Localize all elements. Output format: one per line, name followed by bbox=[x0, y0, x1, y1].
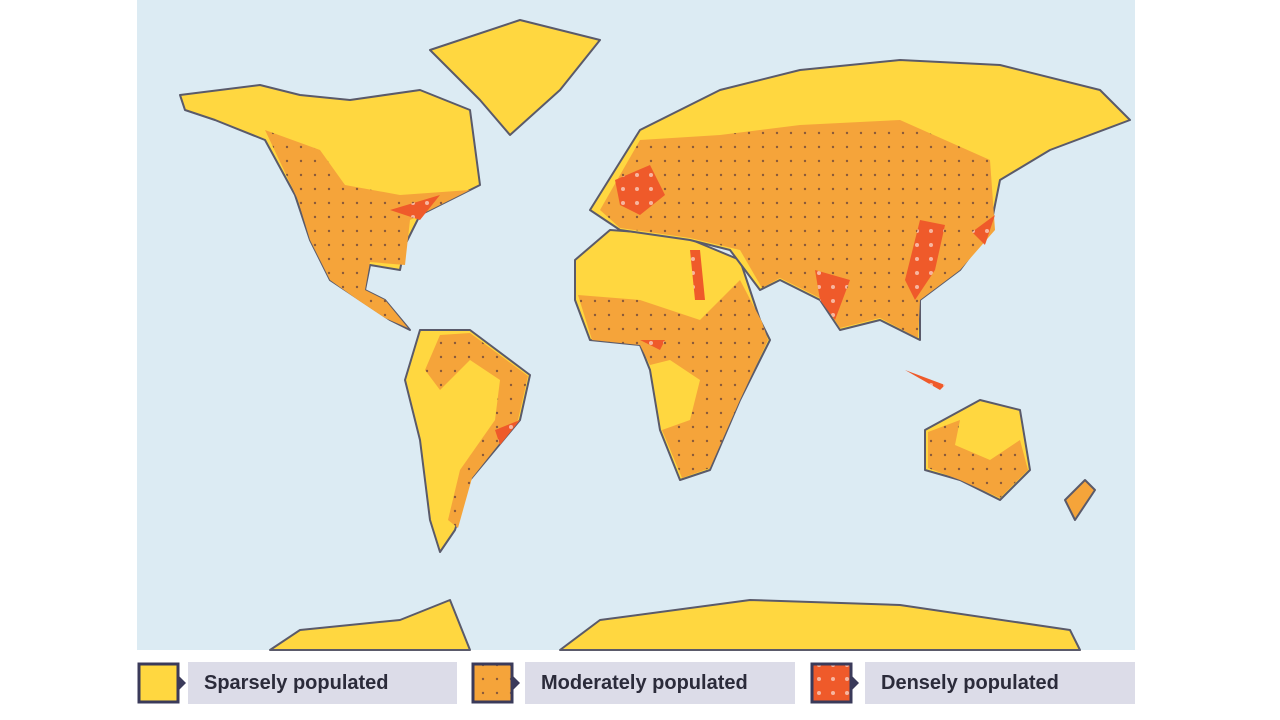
moderate-regions bbox=[265, 120, 1028, 528]
legend-swatches bbox=[137, 662, 859, 704]
legend-swatch bbox=[810, 662, 853, 704]
legend-swatch bbox=[137, 662, 180, 704]
legend-label: Moderately populated bbox=[525, 662, 795, 704]
legend-label: Sparsely populated bbox=[188, 662, 457, 704]
legend-swatch bbox=[471, 662, 514, 704]
legend-label: Densely populated bbox=[865, 662, 1135, 704]
dense-regions bbox=[390, 165, 995, 445]
